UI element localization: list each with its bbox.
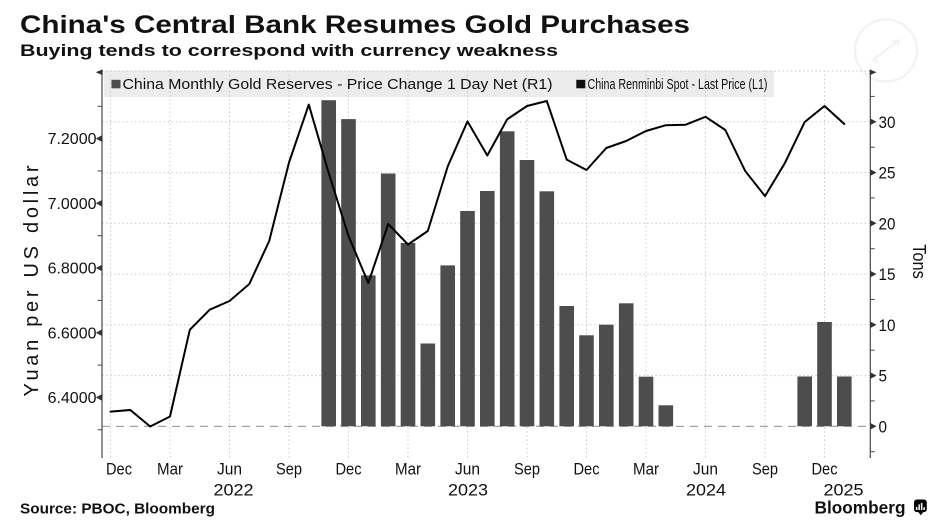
svg-text:Dec: Dec [812,460,838,479]
svg-text:Jun: Jun [693,460,718,479]
svg-text:Bloomberg: Bloomberg [815,497,906,517]
svg-text:15: 15 [879,265,896,284]
svg-text:Source: PBOC, Bloomberg: Source: PBOC, Bloomberg [20,502,215,518]
svg-text:10: 10 [879,316,896,335]
svg-text:China Renminbi Spot - Last Pri: China Renminbi Spot - Last Price (L1) [588,77,768,93]
svg-text:Dec: Dec [574,460,600,479]
svg-text:Sep: Sep [276,460,302,479]
svg-text:2023: 2023 [448,481,488,500]
svg-text:Dec: Dec [106,460,132,479]
svg-text:Sep: Sep [514,460,540,479]
svg-text:2024: 2024 [686,481,726,500]
svg-text:30: 30 [879,113,896,132]
svg-text:7.2000: 7.2000 [48,131,97,148]
svg-text:25: 25 [879,164,896,183]
svg-text:Jun: Jun [455,460,480,479]
svg-text:20: 20 [879,214,896,233]
svg-text:5: 5 [879,367,888,386]
svg-text:China Monthly Gold Reserves -: China Monthly Gold Reserves - Price Chan… [123,77,553,93]
svg-text:2025: 2025 [824,481,864,500]
svg-text:7.0000: 7.0000 [48,196,97,213]
svg-text:Jun: Jun [217,460,242,479]
svg-text:Tons: Tons [909,244,929,279]
svg-text:China's Central Bank Resumes G: China's Central Bank Resumes Gold Purcha… [20,11,690,39]
svg-text:Yuan per US dollar: Yuan per US dollar [21,165,43,396]
svg-text:Mar: Mar [395,460,421,479]
svg-text:Mar: Mar [633,460,659,479]
svg-text:Mar: Mar [157,460,183,479]
svg-text:0: 0 [879,417,888,436]
svg-text:6.4000: 6.4000 [48,390,97,407]
svg-text:6.6000: 6.6000 [48,325,97,342]
svg-text:Buying tends to correspond wit: Buying tends to correspond with currency… [20,41,558,60]
svg-text:Dec: Dec [336,460,362,479]
svg-text:2022: 2022 [214,481,254,500]
svg-text:6.8000: 6.8000 [48,261,97,278]
svg-text:Sep: Sep [752,460,778,479]
